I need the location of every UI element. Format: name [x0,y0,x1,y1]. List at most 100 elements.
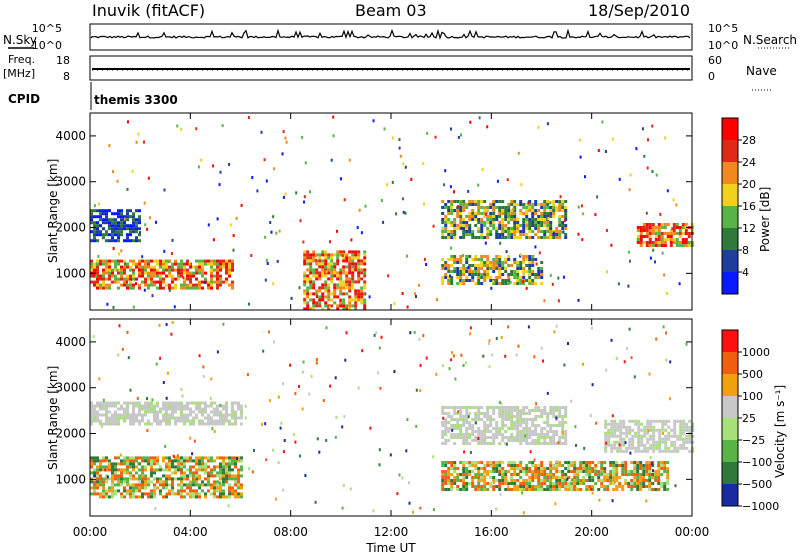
data-cell [114,404,117,408]
data-cell [630,473,634,476]
data-cell [315,358,318,361]
data-cell [459,236,463,239]
data-cell [105,239,108,243]
data-cell [576,470,580,473]
data-cell [564,409,568,412]
data-cell [453,427,457,430]
data-cell [147,286,150,290]
data-cell [480,261,484,264]
data-cell [655,428,659,432]
data-cell [231,477,234,481]
data-cell [117,227,120,231]
data-cell [240,486,243,490]
data-cell [465,430,469,433]
data-cell [615,485,619,488]
data-cell [453,190,455,194]
data-cell [201,410,204,414]
data-cell [594,470,598,473]
data-cell [129,230,132,234]
data-cell [679,422,683,426]
data-cell [102,407,105,411]
data-cell [321,250,325,254]
colorbar-segment [722,272,738,294]
data-cell [419,389,422,392]
data-cell [231,283,234,287]
data-cell [450,264,454,267]
data-cell [363,259,367,263]
data-cell [168,274,171,278]
data-cell [447,467,451,470]
data-cell [198,474,201,478]
colorbar-tick-label: 25 [742,412,756,425]
data-cell [571,478,574,482]
data-cell [129,456,132,460]
data-cell [153,477,156,481]
data-cell [500,335,503,339]
data-cell [498,470,502,473]
data-cell [314,500,317,504]
data-cell [660,235,664,238]
data-cell [564,442,568,445]
data-cell [543,203,547,206]
data-cell [477,236,481,239]
data-cell [99,404,102,408]
data-cell [135,140,138,144]
data-cell [564,430,568,433]
data-cell [495,206,499,209]
data-cell [336,286,340,290]
data-cell [264,422,267,426]
data-cell [453,267,457,270]
data-cell [459,206,463,209]
data-cell [117,280,120,284]
data-cell [406,254,409,258]
data-cell [468,473,472,476]
data-cell [198,495,201,499]
data-cell [486,236,490,239]
data-cell [459,436,463,439]
data-cell [332,115,335,119]
data-cell [144,465,147,469]
data-cell [534,485,538,488]
data-cell [201,274,204,278]
data-cell [564,406,568,409]
data-cell [162,456,165,460]
data-cell [543,409,547,412]
data-cell [634,422,638,426]
data-cell [474,467,478,470]
data-cell [423,257,426,261]
data-cell [162,483,165,487]
data-cell [685,440,689,444]
data-cell [315,253,319,257]
data-cell [306,289,310,293]
data-cell [447,279,451,282]
data-cell [177,277,180,281]
data-cell [231,259,234,263]
data-cell [304,161,307,165]
data-cell [546,227,550,230]
data-cell [534,470,538,473]
data-cell [198,465,201,469]
data-cell [566,477,569,481]
data-cell [162,459,165,463]
data-cell [643,443,647,447]
data-cell [575,443,577,447]
data-cell [549,227,553,230]
data-cell [192,286,195,290]
data-cell [96,492,99,496]
data-cell [531,206,535,209]
data-cell [558,221,562,224]
data-cell [444,267,448,270]
data-cell [117,233,120,237]
data-cell [168,422,171,426]
data-cell [117,419,120,423]
data-cell [453,433,457,436]
data-cell [222,413,225,417]
data-cell [495,424,499,427]
data-cell [480,473,484,476]
data-cell [564,412,568,415]
data-cell [522,267,526,270]
data-cell [643,449,647,453]
data-cell [504,479,508,482]
data-cell [216,271,219,275]
